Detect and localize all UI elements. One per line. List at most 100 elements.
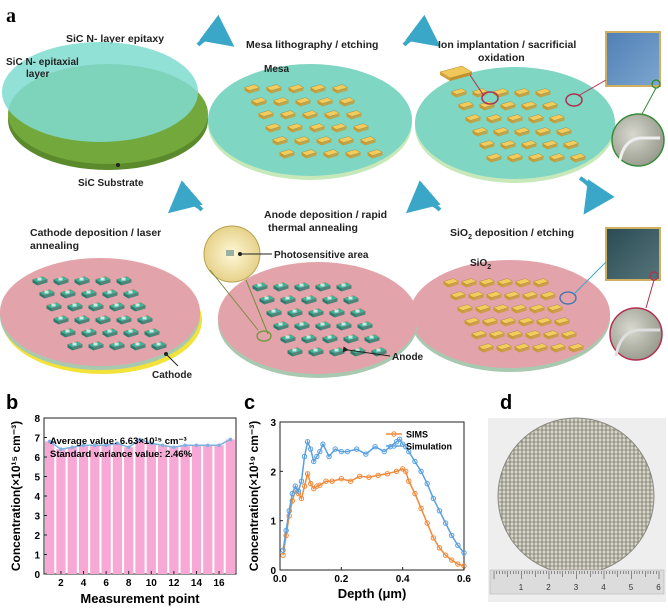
device-cell bbox=[493, 127, 509, 137]
device-cell bbox=[345, 149, 361, 159]
series-point bbox=[418, 505, 424, 512]
device-cell bbox=[514, 88, 530, 98]
device-cell bbox=[317, 97, 333, 107]
y-tick-label-b: 1 bbox=[34, 551, 40, 562]
device-cell bbox=[450, 291, 466, 301]
implant-zoom-line-2 bbox=[641, 87, 657, 115]
device-cell bbox=[116, 315, 132, 325]
epi-label-line1: SiC N- epitaxial bbox=[6, 57, 79, 68]
step-implantation-title-2: oxidation bbox=[478, 52, 525, 64]
series-point bbox=[283, 527, 289, 534]
series-point bbox=[396, 436, 403, 442]
series-point bbox=[384, 471, 391, 477]
x-tick-label-b: 10 bbox=[146, 578, 158, 589]
trend-point bbox=[205, 443, 210, 448]
device-cell bbox=[515, 278, 531, 288]
device-cell bbox=[532, 343, 548, 353]
cathode-device-array bbox=[32, 276, 167, 351]
trend-point bbox=[149, 441, 154, 446]
series-line bbox=[282, 468, 465, 567]
series-point bbox=[430, 535, 437, 541]
panel-c-label: c bbox=[244, 392, 255, 414]
trend-point bbox=[59, 447, 63, 452]
series-point bbox=[286, 508, 292, 514]
bar bbox=[157, 445, 168, 574]
line-chart-c: 0 1 2 3 0.0 0.2 0.4 0.6 Depth (μm) Concentration(… bbox=[247, 418, 471, 601]
bar bbox=[78, 445, 89, 574]
panel-a-label: a bbox=[6, 5, 16, 27]
device-cell bbox=[528, 153, 544, 163]
device-cell bbox=[258, 110, 274, 120]
series-point bbox=[295, 488, 302, 494]
anode-wafer bbox=[218, 262, 418, 374]
device-cell bbox=[280, 110, 296, 120]
series-point bbox=[461, 550, 467, 556]
device-cell bbox=[81, 328, 97, 338]
series-point bbox=[424, 480, 430, 487]
series-point bbox=[289, 498, 295, 504]
bar bbox=[124, 447, 134, 574]
bar bbox=[214, 445, 224, 574]
device-cell bbox=[273, 321, 289, 331]
zoom-connector-bottom bbox=[245, 279, 269, 335]
y-tick-label-c: 1 bbox=[270, 517, 276, 528]
flow-arrow-4 bbox=[405, 180, 442, 214]
series-point bbox=[449, 557, 455, 563]
device-cell bbox=[53, 276, 69, 286]
series-line bbox=[282, 438, 465, 554]
device-cell bbox=[346, 110, 362, 120]
device-cell bbox=[360, 136, 376, 146]
device-cell bbox=[464, 317, 480, 327]
device-cell bbox=[486, 291, 502, 301]
series-point bbox=[406, 448, 412, 455]
bar bbox=[169, 447, 179, 574]
y-tick-label-b: 3 bbox=[34, 512, 40, 523]
device-cell bbox=[549, 114, 565, 124]
device-cell bbox=[371, 347, 387, 357]
device-cell bbox=[294, 282, 310, 292]
device-cell bbox=[67, 302, 83, 312]
device-cell bbox=[504, 291, 520, 301]
bar bbox=[135, 439, 145, 574]
sio2-zoom-circle bbox=[609, 307, 663, 361]
device-cell bbox=[130, 302, 146, 312]
device-cell bbox=[500, 317, 516, 327]
x-tick-label-b: 14 bbox=[191, 578, 203, 589]
legend-label: Simulation bbox=[406, 442, 452, 452]
series-point bbox=[298, 478, 305, 484]
series-point bbox=[455, 561, 461, 567]
step-implantation-title-1: Ion implantation / sacrificial bbox=[438, 39, 576, 51]
device-cell bbox=[53, 315, 69, 325]
bar bbox=[225, 439, 235, 574]
y-axis-label-c: Concentration(×10¹⁹ cm⁻³) bbox=[247, 421, 261, 571]
device-cell bbox=[507, 153, 523, 163]
device-cell bbox=[533, 278, 549, 288]
bar bbox=[56, 449, 66, 574]
series-point bbox=[372, 443, 378, 450]
bar bbox=[180, 445, 190, 574]
device-cell bbox=[316, 136, 332, 146]
trend-point bbox=[126, 445, 131, 450]
series-point bbox=[442, 552, 449, 558]
mesa-wafer bbox=[208, 64, 412, 176]
series-point bbox=[314, 483, 320, 489]
series-point bbox=[326, 453, 332, 460]
device-cell bbox=[561, 330, 577, 340]
device-cell bbox=[343, 334, 359, 344]
series-point bbox=[381, 448, 387, 455]
substrate-pointer-dot bbox=[116, 163, 120, 167]
device-cell bbox=[507, 114, 523, 124]
series-point bbox=[449, 532, 455, 539]
step-anode-title-2: thermal annealing bbox=[268, 222, 358, 234]
series-point bbox=[280, 547, 286, 553]
series-point bbox=[430, 495, 437, 502]
device-cell bbox=[109, 302, 125, 312]
device-cell bbox=[475, 304, 491, 314]
y-tick-label-b: 0 bbox=[34, 570, 40, 581]
step-mesa: Mesa lithography / etching Mesa bbox=[208, 39, 412, 180]
device-cell bbox=[74, 315, 90, 325]
device-cell bbox=[522, 291, 538, 301]
epi-label-line2: layer bbox=[26, 69, 49, 80]
x-tick-label-c: 0.6 bbox=[457, 574, 471, 585]
